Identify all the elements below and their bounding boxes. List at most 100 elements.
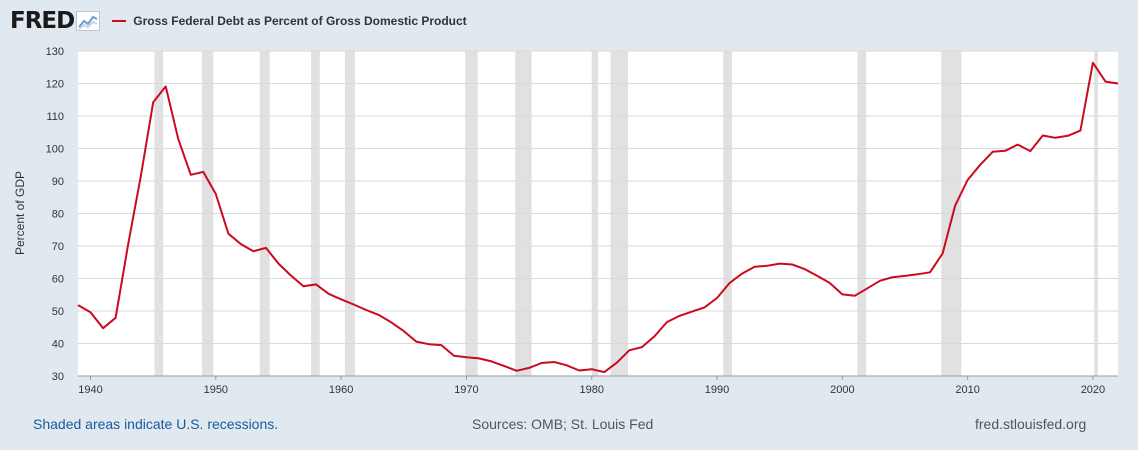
data-point-1970[interactable] <box>463 354 469 360</box>
data-point-1967[interactable] <box>426 341 432 347</box>
data-point-2010[interactable] <box>965 177 971 183</box>
data-point-2005[interactable] <box>902 273 908 279</box>
data-point-1956[interactable] <box>288 273 294 279</box>
data-point-1975[interactable] <box>526 365 532 371</box>
data-point-1988[interactable] <box>689 309 695 315</box>
data-point-2018[interactable] <box>1065 133 1071 139</box>
x-tick-label: 1970 <box>454 384 478 396</box>
data-point-1977[interactable] <box>551 359 557 365</box>
data-point-2015[interactable] <box>1027 148 1033 154</box>
data-point-1969[interactable] <box>451 353 457 359</box>
data-point-1998[interactable] <box>814 273 820 279</box>
data-point-1950[interactable] <box>213 191 219 197</box>
data-point-1968[interactable] <box>438 342 444 348</box>
data-point-1972[interactable] <box>488 358 494 364</box>
data-point-1959[interactable] <box>326 291 332 297</box>
data-point-2016[interactable] <box>1040 133 1046 139</box>
data-point-1995[interactable] <box>777 261 783 267</box>
data-point-2017[interactable] <box>1052 135 1058 141</box>
data-point-1939[interactable] <box>75 302 81 308</box>
data-point-2000[interactable] <box>839 291 845 297</box>
y-tick-label: 30 <box>52 371 64 383</box>
data-point-2013[interactable] <box>1002 148 1008 154</box>
data-point-1997[interactable] <box>802 266 808 272</box>
data-point-2021[interactable] <box>1102 79 1108 85</box>
data-point-2009[interactable] <box>952 203 958 209</box>
x-tick-label: 1980 <box>579 384 603 396</box>
data-point-1993[interactable] <box>752 264 758 270</box>
data-point-1961[interactable] <box>351 302 357 308</box>
logo-text: FRED <box>10 8 75 34</box>
data-point-2019[interactable] <box>1077 128 1083 134</box>
data-point-2014[interactable] <box>1015 142 1021 148</box>
data-point-1982[interactable] <box>614 360 620 366</box>
data-point-1949[interactable] <box>200 169 206 175</box>
data-point-1963[interactable] <box>376 312 382 318</box>
data-point-1983[interactable] <box>626 347 632 353</box>
data-point-2020[interactable] <box>1090 60 1096 66</box>
y-tick-label: 120 <box>46 79 64 91</box>
data-series <box>77 61 1119 374</box>
data-point-1958[interactable] <box>313 281 319 287</box>
data-point-2011[interactable] <box>977 162 983 168</box>
data-point-1946[interactable] <box>163 83 169 89</box>
data-point-1990[interactable] <box>714 295 720 301</box>
data-point-1941[interactable] <box>100 325 106 331</box>
data-point-1957[interactable] <box>301 283 307 289</box>
data-point-2002[interactable] <box>864 285 870 291</box>
data-point-1965[interactable] <box>401 328 407 334</box>
data-point-1942[interactable] <box>113 315 119 321</box>
data-point-1976[interactable] <box>539 360 545 366</box>
data-point-1960[interactable] <box>338 296 344 302</box>
data-point-1986[interactable] <box>664 319 670 325</box>
data-point-1944[interactable] <box>138 174 144 180</box>
data-point-1987[interactable] <box>676 313 682 319</box>
data-point-1999[interactable] <box>827 280 833 286</box>
data-point-2001[interactable] <box>852 293 858 299</box>
y-axis: 30 40 50 60 70 80 90 100 110 120 130 <box>46 46 64 383</box>
data-point-1971[interactable] <box>476 355 482 361</box>
data-point-1973[interactable] <box>501 363 507 369</box>
data-point-1952[interactable] <box>238 241 244 247</box>
data-point-1996[interactable] <box>789 262 795 268</box>
data-point-1940[interactable] <box>88 309 94 315</box>
data-point-1979[interactable] <box>576 367 582 373</box>
data-point-2003[interactable] <box>877 278 883 284</box>
data-point-1966[interactable] <box>413 339 419 345</box>
data-point-1978[interactable] <box>564 362 570 368</box>
data-point-1974[interactable] <box>514 368 520 374</box>
x-tick-label: 2000 <box>830 384 854 396</box>
data-point-1948[interactable] <box>188 172 194 178</box>
data-point-1953[interactable] <box>250 248 256 254</box>
data-point-1955[interactable] <box>275 261 281 267</box>
data-point-1989[interactable] <box>702 304 708 310</box>
data-point-1962[interactable] <box>363 307 369 313</box>
data-point-1991[interactable] <box>727 280 733 286</box>
data-point-1943[interactable] <box>125 242 131 248</box>
y-tick-label: 40 <box>52 339 64 351</box>
data-point-1964[interactable] <box>388 319 394 325</box>
data-point-1992[interactable] <box>739 271 745 277</box>
data-point-1981[interactable] <box>601 369 607 375</box>
site-url[interactable]: fred.stlouisfed.org <box>975 416 1087 432</box>
data-point-1951[interactable] <box>225 231 231 237</box>
data-point-1984[interactable] <box>639 344 645 350</box>
chart: 1940 1950 1960 1970 1980 1990 2000 2010 2020 30 4… <box>13 46 1121 396</box>
data-point-2022[interactable] <box>1115 81 1121 87</box>
data-point-1954[interactable] <box>263 245 269 251</box>
fred-logo[interactable]: FRED <box>10 8 101 34</box>
data-point-1945[interactable] <box>150 99 156 105</box>
data-point-2012[interactable] <box>990 149 996 155</box>
recession-note-link[interactable]: Shaded areas indicate U.S. recessions. <box>33 416 279 432</box>
legend-series-title[interactable]: Gross Federal Debt as Percent of Gross D… <box>133 14 467 28</box>
data-point-1985[interactable] <box>651 333 657 339</box>
data-point-2007[interactable] <box>927 269 933 275</box>
data-point-2008[interactable] <box>940 250 946 256</box>
data-point-1980[interactable] <box>589 366 595 372</box>
data-point-2006[interactable] <box>915 271 921 277</box>
data-point-1947[interactable] <box>175 136 181 142</box>
data-point-1994[interactable] <box>764 263 770 269</box>
data-point-2004[interactable] <box>889 274 895 280</box>
series-line[interactable] <box>77 61 1119 374</box>
chart-logo-icon <box>76 11 101 31</box>
